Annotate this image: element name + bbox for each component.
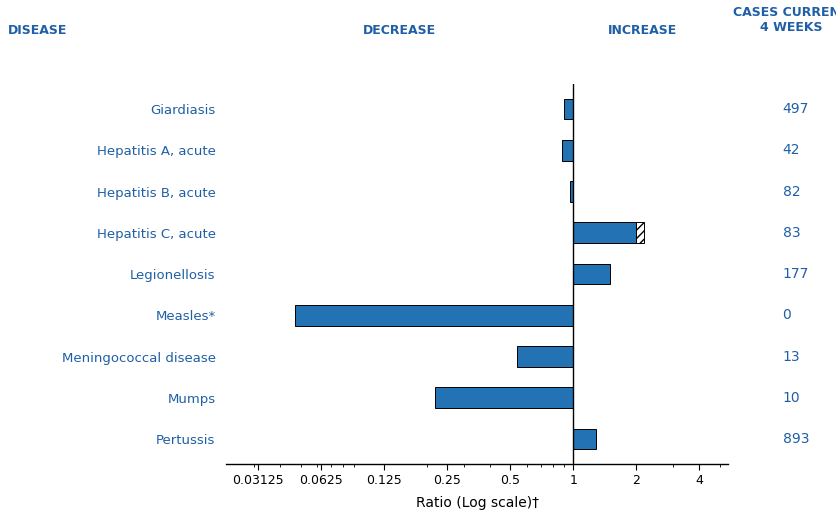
Text: 177: 177	[782, 267, 808, 281]
X-axis label: Ratio (Log scale)†: Ratio (Log scale)†	[415, 495, 538, 510]
Text: 83: 83	[782, 226, 799, 240]
Text: DISEASE: DISEASE	[8, 24, 68, 37]
Text: 13: 13	[782, 349, 799, 364]
Bar	[635, 222, 643, 243]
Text: INCREASE: INCREASE	[608, 24, 676, 37]
Bar	[294, 305, 573, 326]
Text: 42: 42	[782, 143, 799, 158]
Bar	[517, 346, 573, 367]
Bar	[573, 428, 595, 450]
Bar	[573, 264, 609, 285]
Bar	[569, 181, 573, 202]
Bar	[435, 387, 573, 408]
Text: 10: 10	[782, 391, 799, 405]
Text: CASES CURRENT
4 WEEKS: CASES CURRENT 4 WEEKS	[732, 6, 836, 34]
Text: 0: 0	[782, 308, 790, 323]
Text: 893: 893	[782, 432, 808, 446]
Bar	[563, 99, 573, 120]
Bar	[573, 222, 635, 243]
Text: 497: 497	[782, 102, 808, 116]
Text: DECREASE: DECREASE	[363, 24, 436, 37]
Text: 82: 82	[782, 184, 799, 199]
Bar	[561, 140, 573, 161]
